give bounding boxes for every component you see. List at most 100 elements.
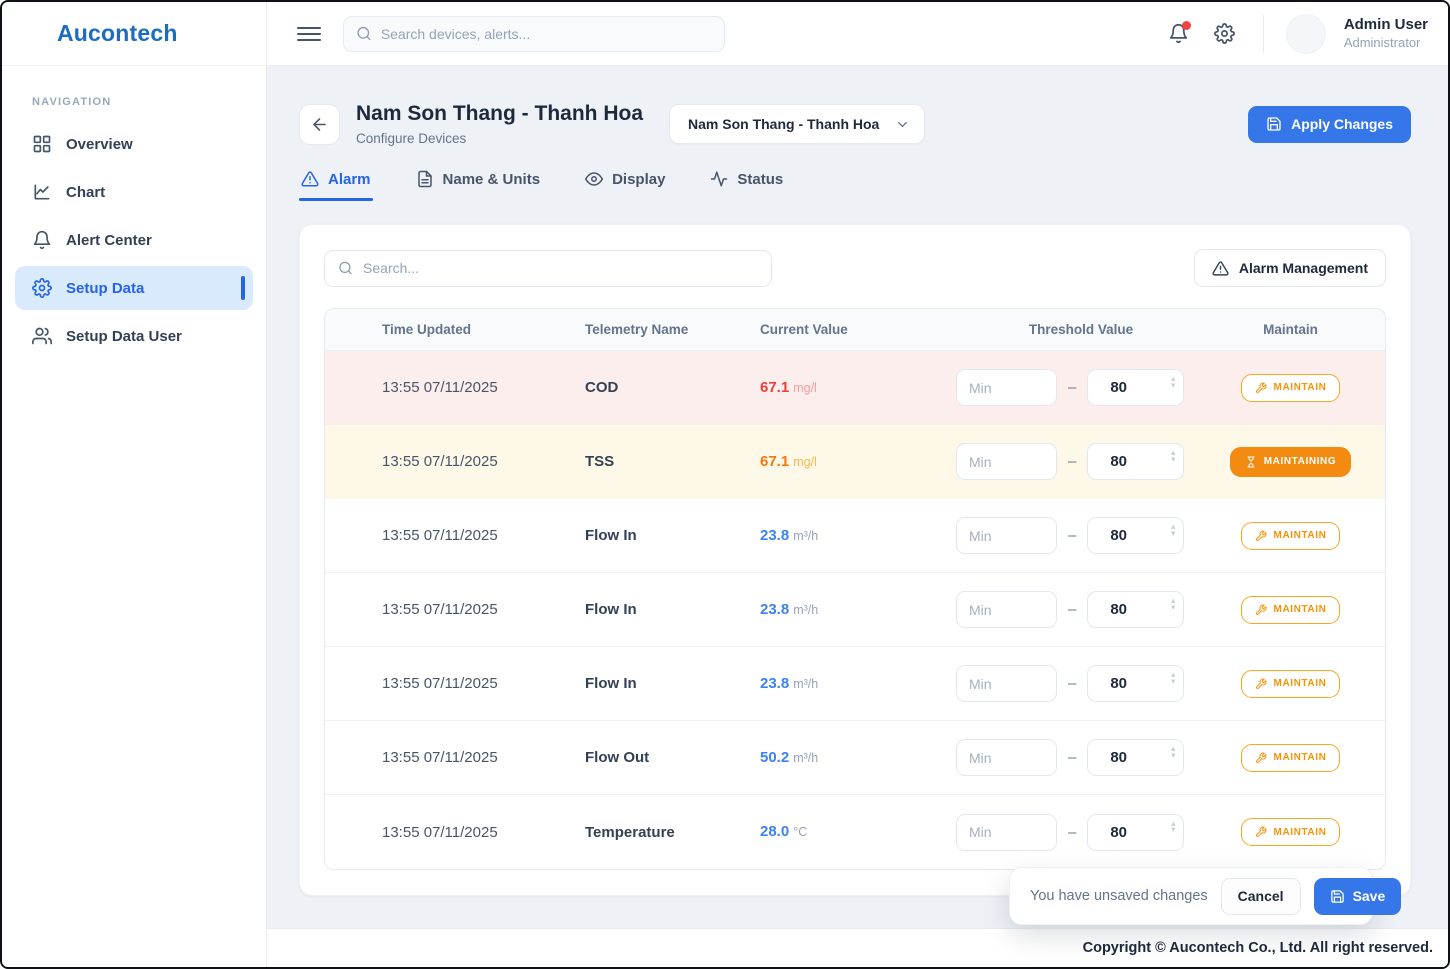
time-updated: 13:55 07/11/2025 [382, 453, 498, 470]
notifications-button[interactable] [1159, 14, 1199, 54]
maintain-cell: MAINTAIN [1206, 595, 1375, 624]
sidebar-item-overview[interactable]: Overview [15, 122, 253, 166]
maintain-button[interactable]: MAINTAIN [1240, 373, 1341, 402]
threshold-min-input[interactable] [956, 369, 1057, 406]
global-search-input[interactable] [380, 25, 712, 42]
save-button[interactable]: Save [1313, 877, 1402, 915]
stepper-up-icon[interactable]: ▴ [1171, 743, 1176, 753]
threshold-cell: – ▴▾ [956, 591, 1206, 628]
threshold-min-input[interactable] [956, 443, 1057, 480]
menu-toggle-icon[interactable] [297, 25, 321, 43]
hourglass-icon [1247, 456, 1255, 467]
telemetry-name: Flow In [585, 527, 637, 544]
threshold-max-wrap: ▴▾ [1087, 665, 1185, 702]
stepper[interactable]: ▴ ▾ [1171, 743, 1176, 760]
stepper-up-icon[interactable]: ▴ [1171, 669, 1176, 679]
current-value: 23.8 [760, 600, 790, 618]
stepper-down-icon[interactable]: ▾ [1171, 379, 1176, 390]
threshold-cell: – ▴▾ [956, 443, 1206, 480]
apply-changes-button[interactable]: Apply Changes [1248, 105, 1411, 143]
threshold-max-input[interactable] [1087, 665, 1185, 702]
threshold-min-input[interactable] [956, 665, 1057, 702]
maintain-button[interactable]: MAINTAIN [1240, 595, 1341, 624]
maintain-button[interactable]: MAINTAIN [1240, 743, 1341, 772]
current-value-unit: m³/h [793, 750, 819, 765]
table-row: 13:55 07/11/2025 Temperature 28.0°C – ▴▾… [325, 795, 1385, 869]
threshold-cell: – ▴▾ [956, 739, 1206, 776]
current-value-cell: 23.8 m³/h [760, 675, 956, 693]
stepper-down-icon[interactable]: ▾ [1171, 453, 1176, 464]
stepper[interactable]: ▴ ▾ [1171, 373, 1176, 390]
stepper-down-icon[interactable]: ▾ [1171, 824, 1176, 835]
threshold-cell: – ▴▾ [956, 665, 1206, 702]
divider [1262, 14, 1264, 53]
maintain-button[interactable]: MAINTAIN [1240, 818, 1341, 846]
stepper-up-icon[interactable]: ▴ [1171, 521, 1176, 531]
maintain-button-label: MAINTAIN [1273, 752, 1327, 763]
tab-name-units[interactable]: Name & Units [414, 163, 543, 201]
sidebar-item-setup-data-user[interactable]: Setup Data User [15, 314, 253, 358]
threshold-min-input[interactable] [956, 517, 1057, 554]
wrench-icon [1255, 530, 1267, 541]
user-meta: Admin User Administrator [1344, 16, 1428, 51]
back-button[interactable] [299, 103, 340, 145]
bell-icon [1170, 23, 1188, 44]
logo-box: Aucontech [2, 2, 266, 66]
tab-status[interactable]: Status [708, 163, 785, 201]
threshold-min-input[interactable] [956, 591, 1057, 628]
sidebar-item-setup-data[interactable]: Setup Data [15, 266, 253, 310]
maintain-button[interactable]: MAINTAIN [1240, 669, 1341, 698]
threshold-min-input[interactable] [956, 739, 1057, 776]
stepper-down-icon[interactable]: ▾ [1171, 675, 1176, 686]
stepper-down-icon[interactable]: ▾ [1171, 749, 1176, 760]
alarm-management-button[interactable]: Alarm Management [1193, 249, 1386, 287]
threshold-max-input[interactable] [1087, 517, 1185, 554]
sidebar-item-chart[interactable]: Chart [15, 170, 253, 214]
tab-alarm[interactable]: Alarm [299, 163, 373, 201]
threshold-max-wrap: ▴▾ [1087, 369, 1185, 406]
maintain-button-label: MAINTAIN [1273, 678, 1327, 689]
current-value-unit: mg/l [793, 454, 817, 469]
table-search-input[interactable] [363, 260, 758, 276]
stepper-down-icon[interactable]: ▾ [1171, 601, 1176, 612]
threshold-max-input[interactable] [1087, 369, 1185, 406]
stepper[interactable]: ▴ ▾ [1171, 595, 1176, 612]
threshold-max-input[interactable] [1087, 813, 1185, 851]
current-value: 50.2 [760, 748, 790, 766]
maintain-button[interactable]: MAINTAIN [1240, 521, 1341, 550]
telemetry-name: Flow In [585, 675, 637, 692]
threshold-max-input[interactable] [1087, 591, 1185, 628]
stepper-up-icon[interactable]: ▴ [1171, 817, 1176, 828]
column-header-current-value: Current Value [760, 322, 848, 337]
threshold-max-input[interactable] [1087, 443, 1185, 480]
grid-icon [33, 135, 51, 153]
global-search[interactable] [343, 15, 725, 52]
threshold-max-wrap: ▴▾ [1087, 813, 1185, 851]
device-select[interactable]: Nam Son Thang - Thanh Hoa [669, 104, 926, 144]
threshold-max-input[interactable] [1087, 739, 1185, 776]
avatar[interactable] [1285, 13, 1326, 54]
stepper[interactable]: ▴ ▾ [1171, 447, 1176, 464]
settings-button[interactable] [1205, 14, 1245, 54]
stepper[interactable]: ▴ ▾ [1171, 669, 1176, 686]
gear-icon [1214, 23, 1236, 44]
cancel-button[interactable]: Cancel [1220, 877, 1301, 915]
activity-icon [711, 171, 728, 187]
stepper[interactable]: ▴ ▾ [1171, 817, 1176, 835]
stepper-down-icon[interactable]: ▾ [1171, 527, 1176, 538]
maintain-button[interactable]: MAINTAINING [1229, 446, 1352, 477]
current-value: 23.8 [760, 526, 790, 544]
telemetry-name: TSS [585, 453, 615, 470]
table-header: Time Updated Telemetry Name Current Valu… [325, 309, 1385, 351]
table-search[interactable] [324, 249, 772, 287]
time-updated: 13:55 07/11/2025 [382, 379, 498, 396]
threshold-min-input[interactable] [956, 813, 1057, 851]
stepper-up-icon[interactable]: ▴ [1171, 447, 1176, 457]
stepper-up-icon[interactable]: ▴ [1171, 373, 1176, 383]
topbar-actions: Admin User Administrator [1159, 13, 1428, 54]
sidebar-item-alert-center[interactable]: Alert Center [15, 218, 253, 262]
stepper[interactable]: ▴ ▾ [1171, 521, 1176, 538]
tab-display[interactable]: Display [583, 163, 667, 201]
maintain-cell: MAINTAIN [1206, 743, 1375, 772]
stepper-up-icon[interactable]: ▴ [1171, 595, 1176, 605]
